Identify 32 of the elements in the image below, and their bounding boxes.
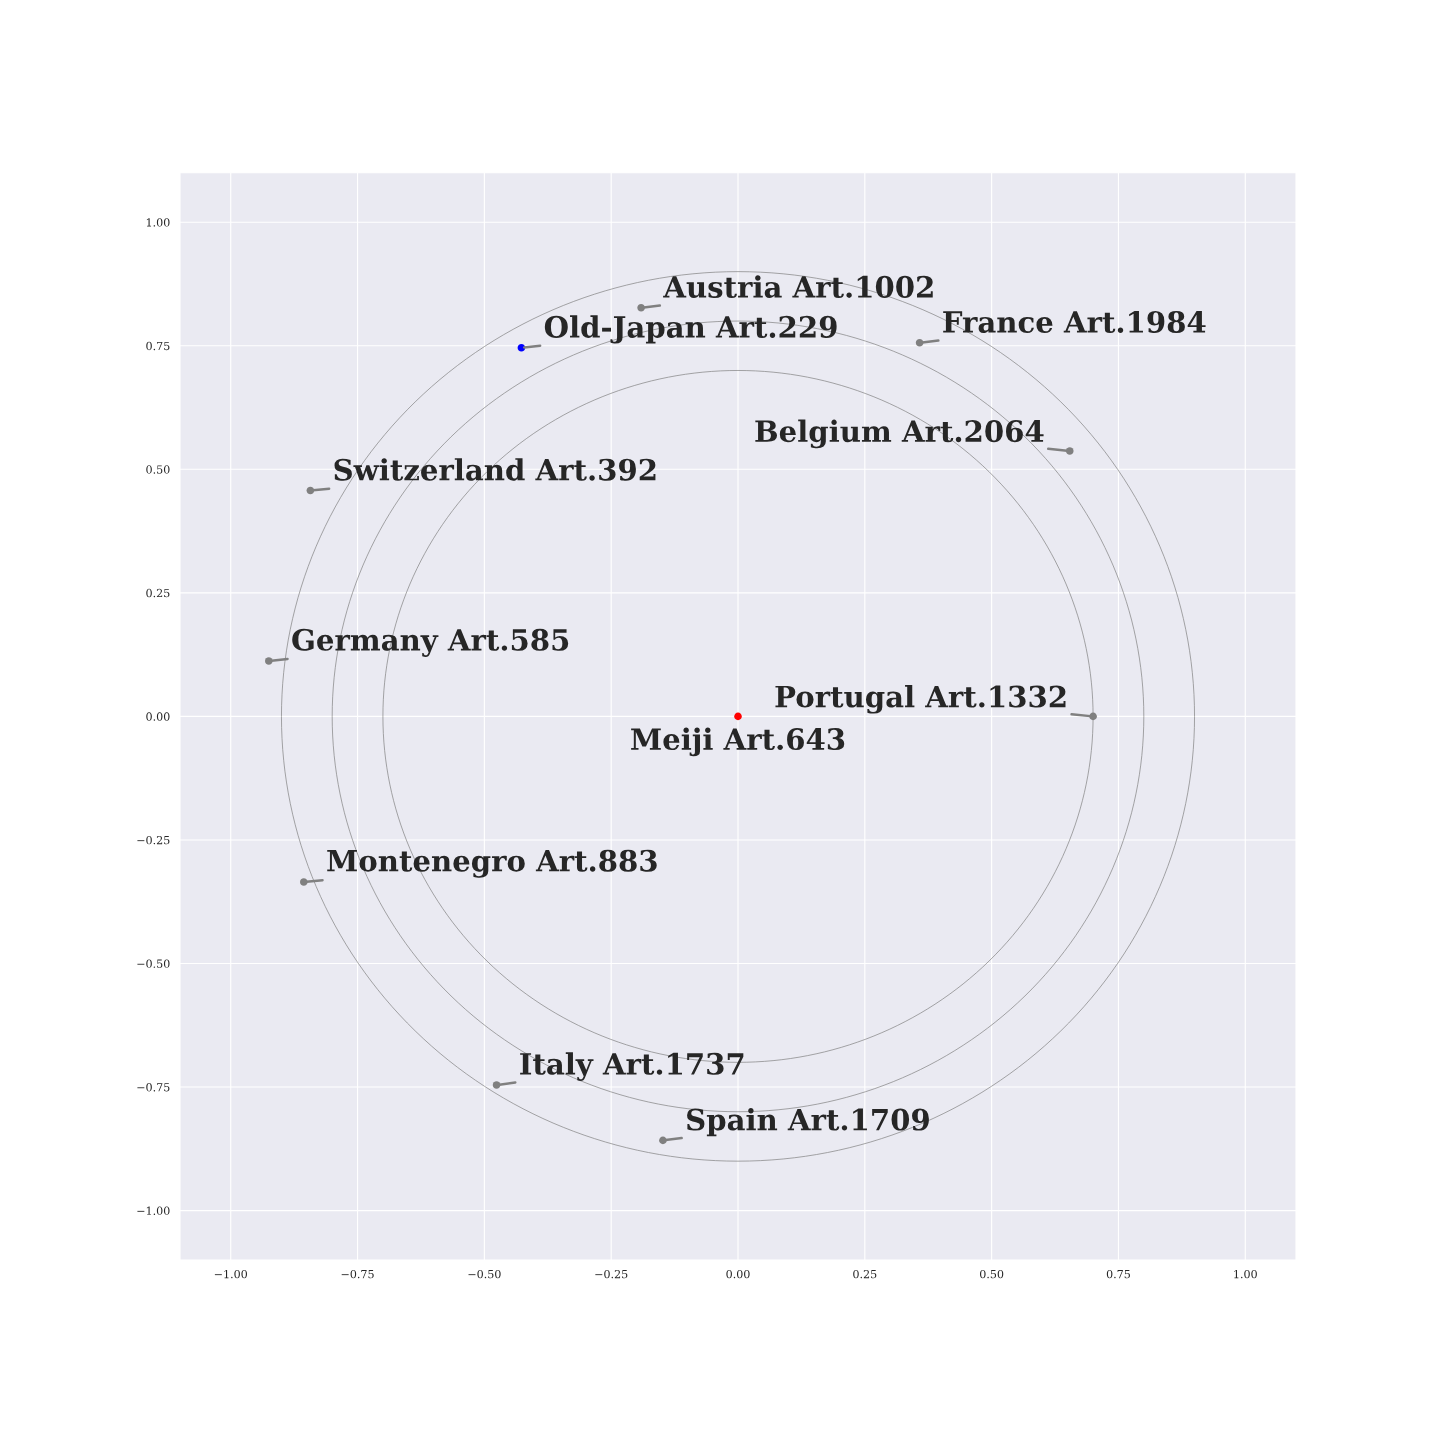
- x-tick-label: −0.25: [595, 1269, 628, 1279]
- x-tick-label: 1.00: [1234, 1269, 1257, 1279]
- y-tick-label: 0.50: [146, 465, 170, 474]
- x-tick-label: 0.75: [1106, 1269, 1130, 1279]
- annotation: Meiji Art.643: [631, 727, 845, 757]
- y-tick-label: 0.00: [146, 712, 170, 721]
- x-tick-label: −0.75: [341, 1269, 374, 1279]
- annotation: Italy Art.1737: [520, 1052, 744, 1081]
- x-tick-label: 0.50: [980, 1269, 1004, 1279]
- y-tick-label: 0.75: [146, 341, 170, 351]
- point: [264, 657, 273, 665]
- y-tick-label: 0.25: [146, 588, 170, 598]
- annotation: Switzerland Art.392: [334, 458, 656, 481]
- y-tick-label: −0.25: [137, 835, 170, 845]
- annotation: Old-Japan Art.229: [544, 315, 837, 344]
- annotation: Germany Art.585: [292, 628, 569, 657]
- point: [1065, 447, 1074, 455]
- y-tick-label: −0.75: [137, 1083, 170, 1092]
- y-tick-label: 1.00: [146, 218, 170, 227]
- x-tick-label: 0.25: [853, 1269, 877, 1279]
- x-tick-label: −1.00: [214, 1269, 248, 1279]
- annotation: Belgium Art.2064: [755, 419, 1044, 449]
- annotation: Spain Art.1709: [687, 1108, 929, 1137]
- y-tick-label: −0.50: [137, 959, 170, 968]
- x-tick-label: 0.00: [726, 1269, 750, 1279]
- x-tick-label: −0.50: [468, 1269, 501, 1279]
- annotation: Austria Art.1002: [663, 275, 933, 298]
- y-tick-label: −1.00: [137, 1206, 170, 1215]
- annotation: Portugal Art.1332: [775, 684, 1066, 714]
- annotation: Montenegro Art.883: [327, 849, 657, 878]
- annotation: France Art.1984: [943, 310, 1206, 333]
- point: [299, 878, 308, 886]
